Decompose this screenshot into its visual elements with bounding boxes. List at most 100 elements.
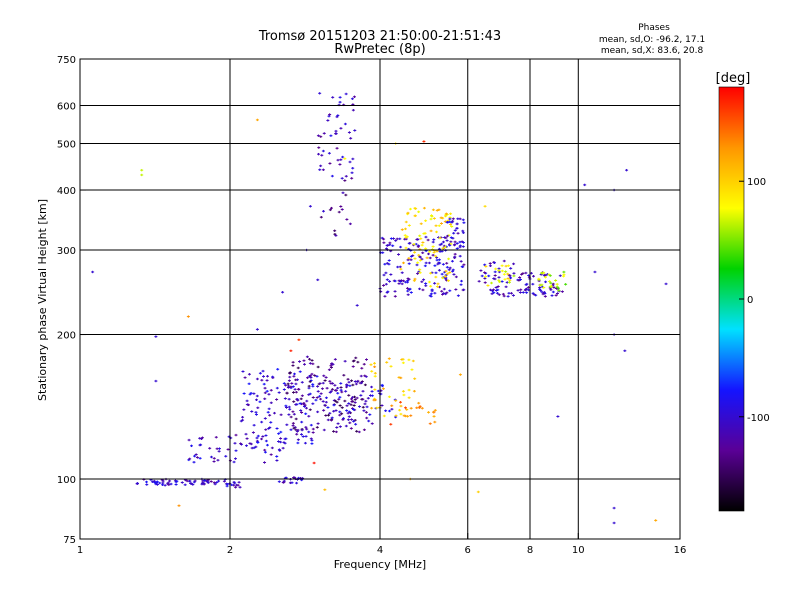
data-point (167, 483, 171, 486)
data-point (335, 147, 339, 150)
data-point (384, 271, 388, 275)
data-point (217, 450, 221, 453)
data-point (346, 411, 350, 415)
data-point (502, 273, 506, 276)
data-point (330, 388, 334, 391)
data-point (443, 245, 447, 249)
data-point (480, 274, 484, 278)
data-point (260, 420, 264, 424)
data-point (294, 378, 298, 382)
data-point (292, 476, 296, 479)
data-point (350, 97, 354, 100)
data-point (277, 432, 281, 435)
data-point (307, 393, 311, 396)
chart-title: Tromsø 20151203 21:50:00-21:51:43 (258, 29, 501, 44)
data-point (456, 294, 460, 297)
data-point (385, 262, 389, 265)
data-point (382, 414, 386, 418)
data-point (488, 264, 492, 268)
data-point (421, 251, 425, 255)
y-axis-ticks: 75 100 200 300 400 500 600 750 (57, 55, 86, 546)
data-point (175, 480, 179, 483)
data-point (451, 268, 455, 272)
data-point (189, 444, 193, 448)
data-point (497, 270, 501, 274)
data-point (260, 379, 264, 382)
data-point (297, 388, 301, 391)
data-point (397, 282, 401, 285)
data-point (256, 434, 260, 438)
data-point (365, 416, 369, 420)
data-point (352, 95, 356, 98)
data-point (294, 417, 298, 421)
data-point (322, 374, 326, 377)
data-point (380, 383, 384, 387)
data-point (544, 280, 548, 284)
data-point (383, 262, 387, 266)
data-point (294, 382, 298, 386)
data-point (399, 404, 403, 408)
data-point (334, 234, 338, 237)
data-point (318, 382, 322, 385)
data-point (234, 449, 238, 452)
data-point (382, 241, 386, 244)
data-point (289, 428, 293, 431)
data-point (518, 291, 522, 294)
data-point (334, 129, 338, 133)
data-point (391, 244, 395, 247)
data-point (388, 280, 392, 283)
data-point (191, 483, 195, 486)
data-point (390, 404, 394, 407)
data-point (336, 114, 340, 117)
data-point (409, 258, 413, 261)
data-point (254, 413, 258, 416)
data-point (295, 398, 299, 401)
data-point (341, 418, 345, 421)
data-point (368, 394, 372, 397)
data-point (335, 426, 339, 429)
data-point (428, 256, 432, 260)
data-point (406, 289, 410, 293)
data-point (247, 373, 251, 376)
data-point (296, 441, 300, 445)
data-point (352, 359, 356, 362)
data-point (232, 481, 236, 484)
data-point (283, 397, 287, 400)
data-point (383, 295, 387, 298)
data-point (449, 223, 453, 226)
data-point (209, 480, 213, 483)
data-point (412, 389, 416, 393)
data-point (438, 236, 442, 240)
data-point (295, 433, 299, 436)
data-point (286, 384, 290, 388)
data-point (241, 415, 245, 419)
data-point (357, 405, 361, 408)
data-point (454, 275, 458, 279)
data-point (158, 481, 162, 485)
data-point (426, 238, 430, 242)
data-point (330, 416, 334, 419)
data-point (329, 134, 333, 137)
data-point (328, 391, 332, 394)
data-point (275, 459, 279, 462)
data-point (309, 437, 313, 440)
data-point (301, 435, 305, 438)
data-point (300, 381, 304, 384)
data-point (344, 92, 348, 96)
data-point (337, 398, 341, 401)
data-point (335, 400, 339, 404)
data-point (447, 257, 451, 261)
data-point (332, 403, 336, 407)
data-point (183, 483, 187, 486)
data-point (450, 225, 454, 228)
data-point (525, 287, 529, 291)
data-point (385, 361, 389, 364)
data-point (311, 431, 315, 434)
data-point (424, 247, 428, 250)
data-point (316, 390, 320, 393)
data-point (233, 442, 237, 445)
data-point (407, 396, 411, 399)
data-point (492, 291, 496, 294)
data-point (443, 275, 447, 278)
data-point (512, 274, 516, 278)
